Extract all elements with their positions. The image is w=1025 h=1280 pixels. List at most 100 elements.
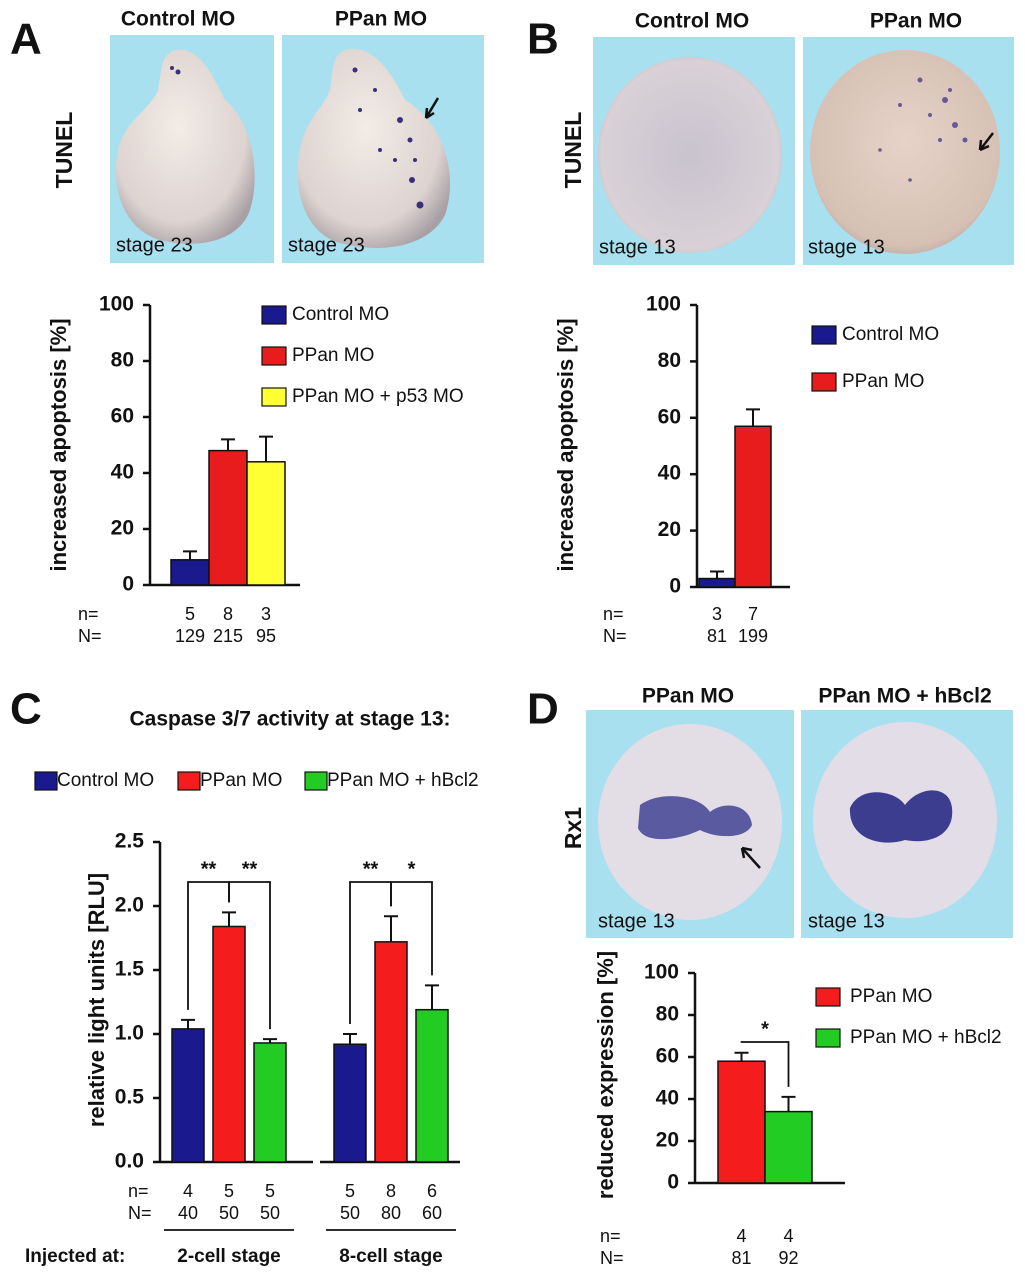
error-bar — [183, 550, 197, 560]
row-label: Rx1 — [560, 807, 586, 849]
n-value: 5 — [224, 1181, 234, 1201]
legend-label: PPan MO — [842, 371, 924, 392]
y-tick-label: 1.5 — [115, 958, 145, 981]
bar — [333, 1043, 367, 1163]
y-tick-label: 1.0 — [115, 1022, 144, 1045]
x-tick-label: 2-cell stage — [177, 1246, 281, 1267]
error-bar — [384, 915, 398, 942]
legend-swatch — [177, 771, 201, 791]
N-value: 40 — [178, 1203, 198, 1223]
significance-bracket — [390, 881, 433, 976]
y-tick-label: 100 — [99, 293, 134, 316]
n-value: 5 — [345, 1181, 355, 1201]
embryo — [297, 48, 451, 248]
legend-label: PPan MO + p53 MO — [292, 386, 464, 407]
N-value: 60 — [422, 1203, 442, 1223]
bar — [212, 925, 246, 1163]
stage-label: stage 23 — [116, 234, 193, 256]
legend-label: Control MO — [292, 304, 389, 325]
error-bar — [710, 570, 724, 579]
legend-label: Control MO — [57, 770, 154, 791]
n-value: 3 — [261, 604, 271, 624]
N-value: 199 — [738, 626, 768, 646]
significance-label: ** — [363, 858, 379, 880]
n-value: 4 — [736, 1226, 746, 1246]
y-tick-label: 60 — [656, 1045, 679, 1068]
legend-swatch — [815, 987, 841, 1007]
y-tick-label: 0 — [122, 573, 134, 596]
y-tick-label: 20 — [658, 518, 681, 541]
significance-bracket — [740, 1041, 790, 1087]
expression — [638, 796, 752, 840]
frame-title: PPan MO — [642, 685, 734, 708]
y-tick-label: 80 — [658, 349, 681, 372]
bar — [717, 1060, 766, 1184]
image-panel: TUNEL Control MO PPan MO stage 13 stage … — [560, 10, 1014, 265]
bar — [253, 1042, 287, 1163]
frame-title: Control MO — [121, 8, 235, 31]
bar — [698, 577, 736, 588]
bar — [246, 461, 286, 586]
error-bar — [746, 408, 760, 427]
panel-letters: A B C D — [10, 15, 559, 734]
bar — [171, 1028, 205, 1163]
y-axis-label: reduced expression [%] — [593, 951, 618, 1199]
image-panel: Rx1 PPan MO PPan MO + hBcl2 stage 13 sta… — [560, 685, 1013, 938]
error-bar — [343, 1033, 357, 1045]
x-tick-label: 8-cell stage — [339, 1246, 443, 1267]
y-tick-label: 0.5 — [115, 1086, 145, 1109]
n-label: n= — [78, 604, 99, 624]
y-tick-label: 40 — [111, 461, 134, 484]
significance-label: ** — [201, 858, 217, 880]
legend-label: PPan MO — [292, 345, 374, 366]
N-label: N= — [78, 626, 102, 646]
legend-label: PPan MO — [200, 770, 282, 791]
stage-label: stage 13 — [598, 910, 675, 932]
bar — [764, 1110, 813, 1184]
N-value: 81 — [731, 1248, 751, 1268]
y-tick-label: 100 — [646, 293, 681, 316]
y-tick-label: 20 — [656, 1129, 679, 1152]
embryo — [115, 49, 255, 244]
y-tick-label: 80 — [111, 349, 134, 372]
error-bar — [221, 438, 235, 451]
n-label: n= — [603, 604, 624, 624]
significance-bracket — [228, 881, 271, 1030]
legend-swatch — [815, 1028, 841, 1048]
frame-title: PPan MO — [335, 8, 427, 31]
embryo — [598, 57, 782, 253]
legend-label: PPan MO + hBcl2 — [327, 770, 479, 791]
error-bar — [259, 435, 273, 462]
embryo — [810, 50, 1000, 254]
frame-title: Control MO — [635, 10, 749, 33]
row-label: TUNEL — [51, 112, 77, 189]
N-value: 92 — [778, 1248, 798, 1268]
N-value: 50 — [340, 1203, 360, 1223]
legend-swatch — [261, 346, 287, 366]
bar — [208, 449, 248, 586]
N-label: N= — [600, 1248, 624, 1268]
y-axis-label: relative light units [RLU] — [84, 873, 109, 1127]
y-tick-label: 2.5 — [115, 830, 145, 853]
n-value: 8 — [386, 1181, 396, 1201]
chart-title: Caspase 3/7 activity at stage 13: — [129, 708, 450, 731]
legend-swatch — [261, 305, 287, 325]
n-value: 3 — [712, 604, 722, 624]
stage-label: stage 13 — [808, 236, 885, 258]
n-value: 8 — [223, 604, 233, 624]
stage-label: stage 13 — [599, 236, 676, 258]
y-tick-label: 80 — [656, 1003, 679, 1026]
y-tick-label: 100 — [644, 961, 679, 984]
N-value: 80 — [381, 1203, 401, 1223]
bar — [170, 559, 210, 586]
panel-letter: C — [10, 685, 42, 734]
N-value: 95 — [256, 626, 276, 646]
N-label: N= — [603, 626, 627, 646]
n-value: 4 — [783, 1226, 793, 1246]
bar — [374, 941, 408, 1163]
image-panel: TUNEL Control MO PPan MO stage 23 stage … — [51, 8, 484, 263]
row-label: TUNEL — [560, 112, 586, 189]
significance-label: * — [408, 858, 416, 880]
y-tick-label: 0.0 — [115, 1150, 144, 1173]
